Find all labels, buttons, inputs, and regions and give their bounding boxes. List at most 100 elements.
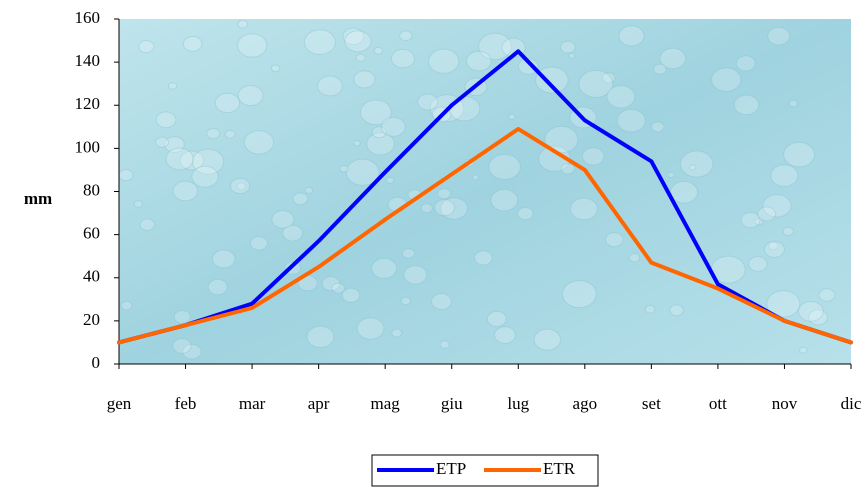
- x-tick-label: mag: [371, 394, 401, 413]
- y-tick-label: 100: [75, 137, 101, 156]
- drop: [173, 181, 197, 201]
- drop: [251, 236, 268, 250]
- drop: [392, 329, 402, 337]
- drop: [400, 31, 412, 41]
- drop: [680, 151, 712, 177]
- drop: [215, 93, 239, 112]
- drop: [438, 188, 451, 198]
- drop: [671, 181, 698, 203]
- page: mm 020406080100120140160genfebmaraprmagg…: [0, 0, 868, 487]
- drop: [402, 249, 414, 259]
- x-tick-label: feb: [175, 394, 197, 413]
- x-tick-label: dic: [841, 394, 862, 413]
- drop: [495, 327, 516, 344]
- drop: [534, 329, 560, 350]
- drop: [467, 51, 492, 71]
- chart: mm 020406080100120140160genfebmaraprmagg…: [0, 0, 868, 487]
- drop: [536, 67, 569, 93]
- drop: [489, 154, 520, 179]
- drop: [225, 130, 235, 138]
- drop: [421, 204, 432, 213]
- drop: [382, 117, 406, 136]
- drop: [518, 207, 533, 219]
- drop: [449, 96, 480, 121]
- drop: [231, 178, 250, 193]
- drop: [799, 301, 824, 321]
- x-tick-label: set: [642, 394, 661, 413]
- drop: [789, 100, 797, 107]
- drop: [354, 71, 375, 88]
- drop: [670, 305, 684, 316]
- drop: [607, 86, 635, 108]
- drop: [645, 305, 655, 313]
- drop: [741, 213, 760, 228]
- drop: [357, 318, 384, 339]
- drop: [342, 288, 360, 302]
- drop: [734, 95, 758, 115]
- drop: [139, 41, 154, 53]
- drop: [293, 193, 308, 205]
- x-tick-label: lug: [507, 394, 529, 413]
- drop: [784, 142, 815, 167]
- drop: [345, 31, 371, 52]
- drop: [819, 289, 835, 302]
- y-axis-label: mm: [24, 189, 52, 208]
- drop: [119, 170, 133, 181]
- drop: [473, 175, 479, 180]
- drop: [238, 20, 248, 28]
- y-tick-label: 160: [75, 8, 101, 27]
- drop: [238, 86, 263, 106]
- drop: [606, 233, 624, 247]
- drop: [121, 301, 132, 310]
- y-tick-label: 80: [83, 180, 100, 199]
- drop: [238, 34, 267, 57]
- drop: [651, 122, 664, 132]
- y-tick-label: 60: [83, 224, 100, 243]
- drop: [563, 281, 597, 308]
- drop: [305, 187, 313, 193]
- drop: [749, 257, 767, 272]
- drop: [134, 201, 142, 208]
- drop: [712, 68, 741, 91]
- drop: [304, 30, 335, 55]
- drop: [764, 241, 784, 257]
- x-tick-label: gen: [107, 394, 132, 413]
- drop: [768, 27, 790, 45]
- drop: [173, 339, 191, 354]
- drop: [156, 112, 176, 128]
- drop: [508, 114, 515, 119]
- drop: [487, 311, 506, 326]
- drop: [213, 250, 235, 268]
- drop: [386, 177, 393, 183]
- drop: [156, 137, 169, 147]
- drop: [758, 207, 776, 221]
- drop: [435, 200, 455, 216]
- y-tick-label: 120: [75, 94, 101, 113]
- drop: [372, 258, 397, 278]
- drop: [404, 266, 427, 284]
- drop: [340, 165, 348, 172]
- drop: [629, 254, 639, 262]
- drop: [244, 131, 273, 154]
- drop: [208, 279, 227, 294]
- drop: [771, 165, 798, 187]
- drop: [418, 94, 438, 110]
- legend-label: ETR: [543, 459, 576, 478]
- drop: [168, 83, 176, 90]
- drop: [570, 198, 597, 220]
- drop: [689, 165, 695, 170]
- drop: [401, 297, 410, 305]
- legend-label: ETP: [436, 459, 466, 478]
- drop: [374, 47, 383, 54]
- drop: [166, 148, 193, 170]
- drop: [474, 251, 492, 265]
- drop: [432, 294, 452, 310]
- y-tick-label: 20: [83, 310, 100, 329]
- drop: [783, 227, 793, 235]
- drop: [272, 211, 294, 229]
- x-tick-label: ago: [573, 394, 598, 413]
- drop: [736, 56, 755, 71]
- drop: [356, 54, 365, 61]
- y-tick-label: 140: [75, 51, 101, 70]
- drop: [617, 109, 645, 132]
